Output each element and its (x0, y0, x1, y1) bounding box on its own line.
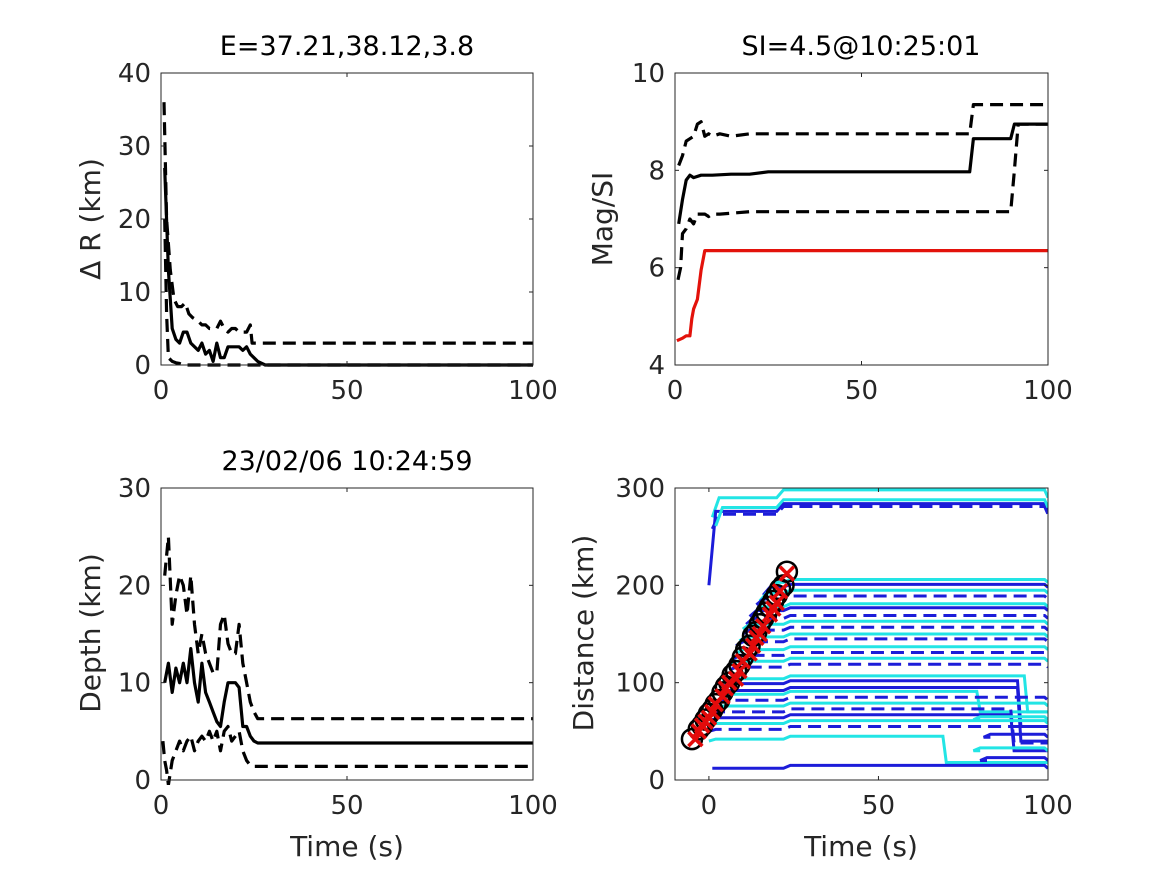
tick-labels: 0 50 100 0 10 20 30 40 (118, 59, 558, 406)
pick-cross-marker (754, 617, 772, 635)
station-trace (714, 498, 1048, 527)
x-tick-label: 100 (508, 791, 558, 821)
estimate-line (163, 646, 533, 745)
x-tick-label: 50 (845, 376, 878, 406)
bound-line (676, 122, 1048, 281)
pick-cross-marker (778, 565, 796, 582)
bound-line (162, 102, 533, 345)
bound-line (163, 535, 533, 721)
station-trace (983, 732, 1048, 739)
y-tick-label: 20 (118, 205, 151, 235)
station-trace (710, 505, 1048, 530)
tick-labels: 0 50 100 0 100 200 300 (615, 474, 1072, 821)
plot-area (676, 102, 1048, 343)
estimate-line (163, 167, 533, 367)
y-tick-label: 6 (648, 254, 665, 284)
pick-cross-marker (731, 662, 748, 680)
pick-cross-marker (771, 582, 789, 600)
plot-area (162, 102, 533, 367)
station-trace (972, 715, 1048, 722)
station-trace (742, 625, 1048, 636)
station-trace (710, 488, 1048, 518)
y-tick-label: 30 (118, 132, 151, 162)
station-trace (708, 725, 1048, 733)
y-tick-label: 0 (648, 766, 665, 796)
y-axis-label: Δ R (km) (74, 158, 107, 280)
y-tick-label: 10 (118, 278, 151, 308)
x-tick-label: 0 (153, 791, 170, 821)
x-tick-label: 100 (1023, 791, 1073, 821)
panel-depth: 23/02/06 10:24:59 Depth (km) Time (s) 0 5… (74, 446, 558, 863)
x-tick-label: 100 (508, 376, 558, 406)
y-tick-label: 8 (648, 156, 665, 186)
plot-area (161, 535, 533, 785)
pick-circle-marker (775, 560, 799, 583)
x-axis-label: Time (s) (289, 830, 404, 863)
station-trace (972, 746, 1048, 753)
axes-box (160, 72, 534, 366)
panel-title: SI=4.5@10:25:01 (742, 31, 981, 62)
y-tick-label: 40 (118, 59, 151, 89)
y-tick-label: 200 (615, 571, 665, 601)
station-trace (708, 719, 1048, 727)
x-tick-label: 50 (862, 791, 895, 821)
station-trace (707, 502, 1048, 586)
pick-cross-marker (768, 594, 785, 612)
si-line (676, 249, 1048, 343)
bound-line (161, 724, 533, 785)
station-trace (979, 756, 1048, 762)
x-tick-label: 100 (1023, 376, 1073, 406)
panel-mag-si: SI=4.5@10:25:01 Mag/SI 0 50 100 4 6 8 10 (586, 31, 1073, 406)
y-tick-label: 10 (118, 669, 151, 699)
axes-box (674, 72, 1049, 366)
y-tick-label: 20 (118, 571, 151, 601)
y-axis-label: Mag/SI (586, 172, 619, 267)
bound-line (677, 102, 1048, 167)
y-tick-label: 0 (134, 351, 151, 381)
x-tick-label: 0 (153, 376, 170, 406)
panel-title: E=37.21,38.12,3.8 (220, 31, 474, 62)
y-tick-label: 300 (615, 474, 665, 504)
plot-area (680, 488, 1048, 770)
station-trace (708, 734, 1048, 764)
panel-title: 23/02/06 10:24:59 (221, 446, 472, 477)
y-tick-label: 4 (648, 351, 665, 381)
y-tick-label: 100 (615, 669, 665, 699)
pick-circle-marker (714, 675, 738, 698)
estimate-line (677, 122, 1048, 225)
panel-distance: Distance (km) Time (s) 0 50 100 0 100 200 300 (567, 474, 1073, 863)
station-trace (728, 662, 1048, 672)
y-tick-label: 10 (632, 59, 665, 89)
x-axis-label: Time (s) (803, 830, 918, 863)
x-tick-label: 0 (701, 791, 718, 821)
y-axis-label: Distance (km) (567, 535, 600, 732)
station-trace (715, 695, 1048, 704)
y-tick-label: 0 (134, 766, 151, 796)
station-trace (715, 701, 1048, 710)
station-trace (735, 637, 1048, 648)
axes-box (674, 487, 1049, 781)
panel-delta-r: E=37.21,38.12,3.8 Δ R (km) 0 50 100 0 10 20 30… (74, 31, 558, 406)
tick-labels: 0 50 100 0 10 20 30 (118, 474, 558, 821)
x-tick-label: 50 (330, 791, 363, 821)
x-tick-label: 0 (667, 376, 684, 406)
station-trace (712, 763, 1048, 770)
tick-labels: 0 50 100 4 6 8 10 (632, 59, 1073, 406)
y-tick-label: 30 (118, 474, 151, 504)
y-axis-label: Depth (km) (74, 553, 107, 713)
x-tick-label: 50 (330, 376, 363, 406)
